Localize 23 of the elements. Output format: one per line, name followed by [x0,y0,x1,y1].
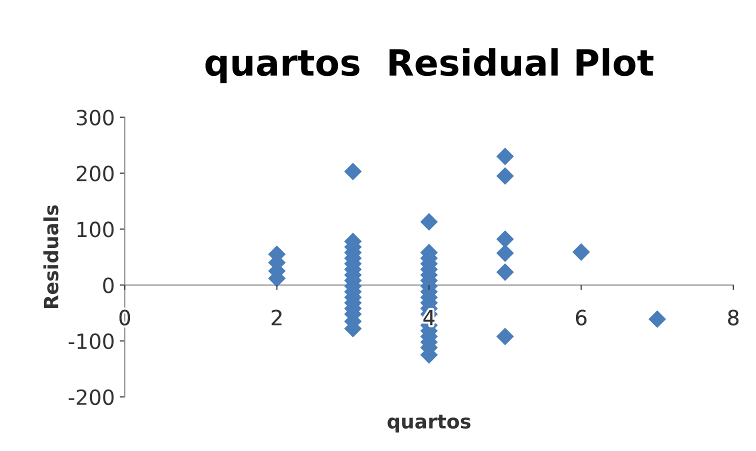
point [496,263,514,281]
point [572,243,590,261]
point [496,328,514,346]
point [496,148,514,166]
x-tick-label: 4 [423,310,434,326]
point [496,244,514,262]
chart-title: quartos Residual Plot [205,48,654,84]
y-tick-label: 200 [76,166,114,182]
x-axis-title: quartos [388,414,470,432]
y-tick-label: -100 [68,333,114,350]
y-tick-label: 0 [103,277,114,294]
point [344,162,362,180]
y-tick-label: -200 [68,389,114,406]
point [496,167,514,185]
x-tick-label: 8 [728,310,739,326]
y-axis-title: Residuals [43,205,58,308]
point [648,310,666,328]
y-tick-label: 300 [76,110,114,126]
x-tick-label: 6 [576,310,586,326]
point [420,213,438,231]
x-tick-label: 2 [272,310,282,326]
y-tick-label: 100 [78,222,114,238]
point [496,230,514,248]
